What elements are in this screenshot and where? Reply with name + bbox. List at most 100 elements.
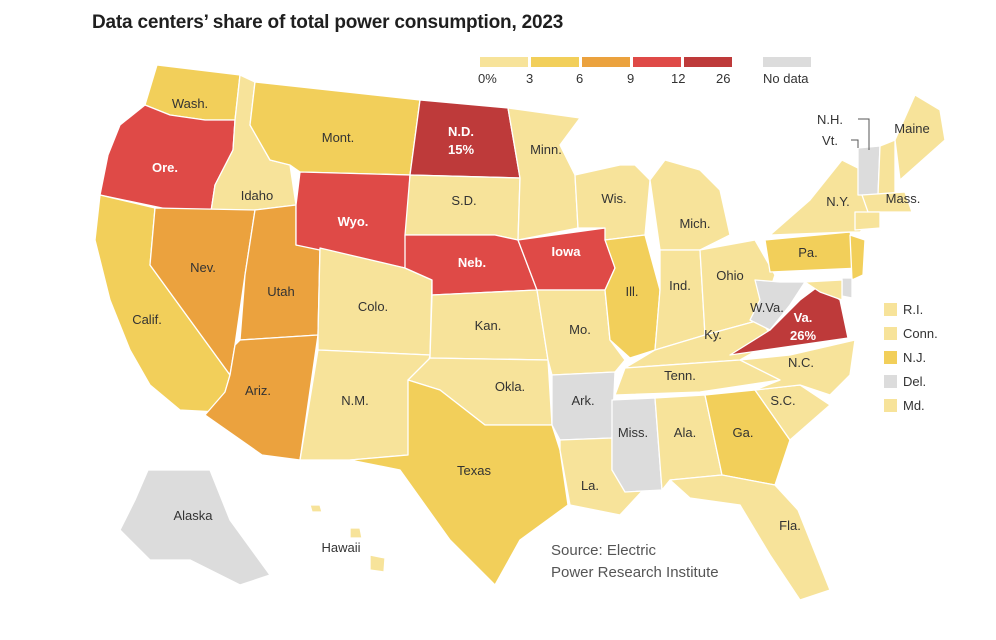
state-label-wis: Wis.: [601, 191, 626, 206]
state-label-n-d: N.D.: [448, 124, 474, 139]
legend-bins: [480, 57, 732, 67]
legend-bin-2: [582, 57, 630, 67]
vt-leader-line: [851, 139, 859, 148]
hawaii-island-3: [369, 554, 386, 573]
state-label-iowa: Iowa: [552, 244, 582, 259]
small-state-row: Del.: [884, 369, 938, 393]
state-label-idaho: Idaho: [241, 188, 274, 203]
state-shape-mont: [249, 81, 421, 176]
state-label-mich: Mich.: [679, 216, 710, 231]
small-state-swatch: [884, 350, 897, 364]
state-label-alaska: Alaska: [173, 508, 213, 523]
state-label-ky: Ky.: [704, 327, 722, 342]
source-line-1: Source: Electric: [551, 542, 657, 559]
state-label-ala: Ala.: [674, 425, 696, 440]
legend-bin-0: [480, 57, 528, 67]
state-label-miss: Miss.: [618, 425, 648, 440]
legend-tick: 0%: [478, 71, 497, 86]
state-shape-hawaii: [309, 504, 323, 513]
state-label-utah: Utah: [267, 284, 294, 299]
source-line-2: Power Research Institute: [551, 564, 719, 581]
state-label-n-m: N.M.: [341, 393, 368, 408]
small-states-key: R.I. Conn. N.J. Del. Md.: [884, 297, 938, 417]
state-label-hawaii: Hawaii: [321, 540, 360, 555]
state-label-ind: Ind.: [669, 278, 691, 293]
state-label-wyo: Wyo.: [338, 214, 369, 229]
state-label-tenn: Tenn.: [664, 368, 696, 383]
state-shape-minn: [507, 107, 581, 241]
state-shape-vt: [857, 145, 881, 196]
state-label-mo: Mo.: [569, 322, 591, 337]
state-label-ariz: Ariz.: [245, 383, 271, 398]
state-label-neb: Neb.: [458, 255, 486, 270]
legend-no-data-swatch: [763, 57, 811, 67]
small-state-swatch: [884, 374, 897, 388]
state-label-ill: Ill.: [626, 284, 639, 299]
small-state-row: N.J.: [884, 345, 938, 369]
source-note: Source: Electric Power Research Institut…: [551, 540, 791, 584]
small-state-row: R.I.: [884, 297, 938, 321]
legend-no-data: No data: [763, 57, 811, 86]
state-label-n-y: N.Y.: [826, 194, 850, 209]
md-shape: [804, 279, 843, 301]
legend-tick: 6: [576, 71, 584, 86]
state-shapes: [94, 64, 946, 601]
legend-no-data-label: No data: [763, 71, 809, 86]
state-label-s-c: S.C.: [770, 393, 795, 408]
state-shape-alaska: [119, 469, 271, 586]
small-state-row: Md.: [884, 393, 938, 417]
nh-leader-line: [858, 118, 870, 150]
state-label-pa: Pa.: [798, 245, 818, 260]
small-state-label: Del.: [903, 373, 927, 389]
state-label-mont: Mont.: [322, 130, 355, 145]
state-shape-ariz: [204, 334, 319, 461]
leader-lines: [851, 118, 870, 150]
small-state-label: R.I.: [903, 301, 924, 317]
state-label-maine: Maine: [894, 121, 929, 136]
hawaii-island-2: [349, 527, 363, 539]
small-state-swatch: [884, 398, 897, 412]
state-label-n-c: N.C.: [788, 355, 814, 370]
small-state-label: Md.: [903, 397, 925, 413]
state-shape-n-d: [409, 99, 521, 179]
state-shape-fla: [669, 474, 831, 601]
legend-tick: 3: [526, 71, 534, 86]
ct-shape: [854, 211, 881, 231]
state-shape-mich: [649, 159, 731, 251]
legend-tick: 9: [627, 71, 635, 86]
state-label-ark: Ark.: [571, 393, 594, 408]
state-label-colo: Colo.: [358, 299, 388, 314]
legend-ticks: 0% 3 6 9 12 26: [478, 71, 732, 91]
state-value-va: 26%: [790, 328, 816, 343]
state-shape-mass: [861, 191, 913, 213]
state-shape-ill: [604, 234, 661, 359]
state-shape-maine: [894, 94, 946, 181]
state-label-wash: Wash.: [172, 96, 208, 111]
small-state-swatch: [884, 302, 897, 316]
state-label-w-va: W.Va.: [750, 300, 784, 315]
state-label-fla: Fla.: [779, 518, 801, 533]
de-shape: [841, 277, 853, 299]
state-label-la: La.: [581, 478, 599, 493]
state-label-ore: Ore.: [152, 160, 178, 175]
state-label-ohio: Ohio: [716, 268, 743, 283]
state-label-s-d: S.D.: [451, 193, 476, 208]
small-state-label: N.J.: [903, 349, 927, 365]
chart-title: Data centers’ share of total power consu…: [92, 12, 564, 33]
small-state-swatch: [884, 326, 897, 340]
state-shape-miss: [611, 397, 663, 493]
state-shape-texas: [349, 379, 569, 586]
state-label-calif: Calif.: [132, 312, 162, 327]
state-label-ga: Ga.: [733, 425, 754, 440]
state-shape-w-va: [749, 279, 806, 331]
state-label-va: Va.: [794, 310, 813, 325]
legend: 0% 3 6 9 12 26 No data: [478, 57, 811, 91]
state-shape-ga: [704, 389, 791, 486]
state-label-vt: Vt.: [822, 133, 838, 148]
state-shape-ind: [654, 249, 706, 351]
legend-tick: 26: [716, 71, 731, 86]
state-label-texas: Texas: [457, 463, 491, 478]
legend-bin-4: [684, 57, 732, 67]
small-state-row: Conn.: [884, 321, 938, 345]
